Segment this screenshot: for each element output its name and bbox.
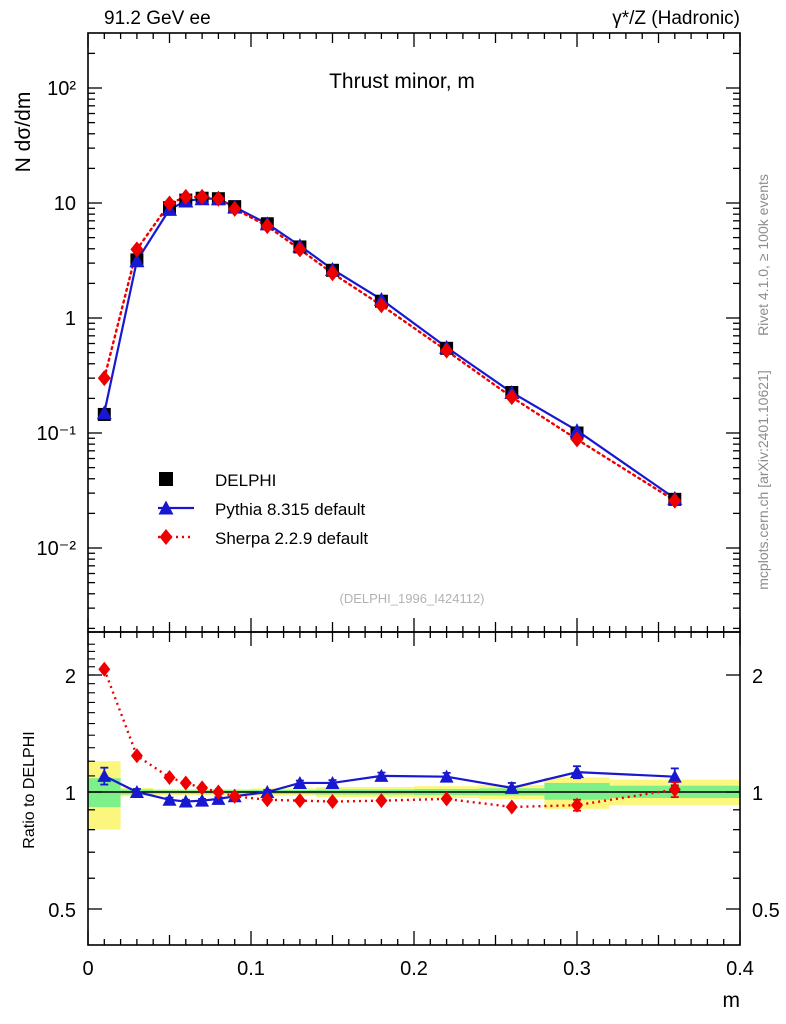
data-marker-diamond — [195, 188, 209, 205]
data-marker-diamond — [571, 797, 583, 813]
header-left-beam-energy: 91.2 GeV ee — [104, 8, 211, 29]
data-marker-triangle — [325, 775, 340, 789]
x-tick-label: 0.3 — [563, 958, 591, 980]
data-marker-diamond — [212, 784, 225, 800]
data-marker-triangle — [129, 785, 144, 798]
series-line-sherpa — [103, 195, 676, 502]
data-marker-diamond — [179, 188, 193, 205]
ratio-y-tick-label-left: 2 — [65, 666, 76, 688]
data-marker-diamond — [440, 791, 453, 807]
ratio-y-axis-label: Ratio to DELPHI — [21, 731, 38, 848]
data-marker-triangle — [178, 794, 193, 808]
ratio-y-tick-label-left: 1 — [65, 783, 76, 805]
x-tick-label: 0.1 — [237, 958, 265, 980]
data-marker-diamond — [211, 190, 225, 207]
data-marker-triangle — [97, 768, 112, 782]
ratio-panel-data — [97, 661, 682, 815]
x-tick-label: 0.2 — [400, 958, 428, 980]
data-marker-diamond — [163, 195, 176, 212]
ratio-y-tick-label-left: 0.5 — [48, 900, 76, 922]
data-marker-diamond — [196, 780, 209, 796]
data-marker-triangle — [96, 405, 112, 420]
data-marker-diamond — [130, 241, 144, 258]
main-panel-data — [96, 188, 683, 509]
data-marker-diamond — [163, 769, 176, 785]
series-line-pythia — [103, 197, 676, 500]
legend-item-label: DELPHI — [215, 471, 276, 490]
header-right-process: γ*/Z (Hadronic) — [612, 8, 740, 29]
data-marker-diamond — [440, 342, 454, 359]
data-marker-diamond — [130, 748, 143, 764]
x-tick-label: 0 — [82, 958, 93, 980]
x-axis-label: m — [723, 989, 741, 1012]
main-y-tick-label: 10 — [54, 193, 76, 215]
data-marker-triangle — [292, 775, 307, 789]
sidebar-rivet-version: Rivet 4.1.0, ≥ 100k events — [755, 174, 771, 336]
data-marker-diamond — [668, 781, 681, 797]
data-marker-triangle — [374, 768, 389, 782]
data-marker-diamond — [375, 793, 388, 809]
main-plot-title: Thrust minor, m — [329, 70, 475, 93]
data-marker-triangle — [195, 793, 210, 807]
data-marker-diamond — [261, 792, 274, 808]
x-tick-label: 0.4 — [726, 958, 754, 980]
data-marker-diamond — [505, 799, 518, 815]
ratio-y-tick-label-right: 1 — [752, 783, 763, 805]
data-marker-diamond — [668, 492, 682, 509]
data-marker-diamond — [179, 775, 192, 791]
data-marker-diamond — [98, 661, 111, 677]
data-marker-triangle — [504, 780, 519, 794]
legend-item-label: Sherpa 2.2.9 default — [215, 529, 368, 548]
data-marker-diamond — [228, 788, 241, 804]
ratio-panel-axes: 2 2 1 1 0.5 0.5 0 0.1 0.2 0.3 0.4 — [48, 631, 780, 980]
data-marker-square — [159, 472, 173, 486]
data-marker-triangle — [667, 769, 682, 783]
analysis-watermark: (DELPHI_1996_I424112) — [339, 591, 484, 606]
data-marker-diamond — [293, 241, 307, 258]
data-marker-diamond — [97, 370, 111, 387]
data-marker-diamond — [570, 431, 584, 448]
main-y-axis-label: N dσ/dm — [12, 92, 35, 173]
annotations: 91.2 GeV ee γ*/Z (Hadronic) Thrust minor, … — [12, 8, 771, 1012]
data-marker-triangle — [260, 785, 275, 798]
main-y-tick-label: 10⁻² — [37, 538, 77, 560]
data-marker-diamond — [326, 794, 339, 810]
ratio-y-tick-label-right: 0.5 — [752, 900, 780, 922]
data-marker-triangle — [129, 253, 145, 268]
data-marker-diamond — [374, 297, 388, 314]
legend-item-label: Pythia 8.315 default — [215, 500, 366, 519]
legend: DELPHI Pythia 8.315 default Sherpa 2.2.9 d… — [158, 471, 368, 548]
main-y-tick-label: 10² — [47, 78, 76, 100]
data-marker-triangle — [158, 500, 174, 515]
data-marker-triangle — [569, 423, 585, 438]
data-marker-triangle — [570, 765, 584, 779]
main-y-tick-label: 10⁻¹ — [37, 423, 77, 445]
data-marker-diamond — [326, 265, 339, 282]
data-marker-diamond — [505, 389, 519, 406]
data-marker-diamond — [260, 218, 274, 235]
main-y-tick-label: 1 — [65, 308, 76, 330]
main-panel-frame — [87, 32, 741, 633]
data-marker-diamond — [159, 529, 173, 545]
main-panel-axes: 10² 10 1 10⁻¹ 10⁻² — [37, 32, 741, 633]
data-marker-triangle — [162, 792, 177, 806]
data-marker-diamond — [228, 200, 242, 217]
ratio-y-tick-label-right: 2 — [752, 666, 763, 688]
sidebar-mcplots-reference: mcplots.cern.ch [arXiv:2401.10621] — [755, 370, 771, 589]
data-marker-diamond — [293, 793, 306, 809]
data-marker-triangle — [439, 769, 454, 783]
